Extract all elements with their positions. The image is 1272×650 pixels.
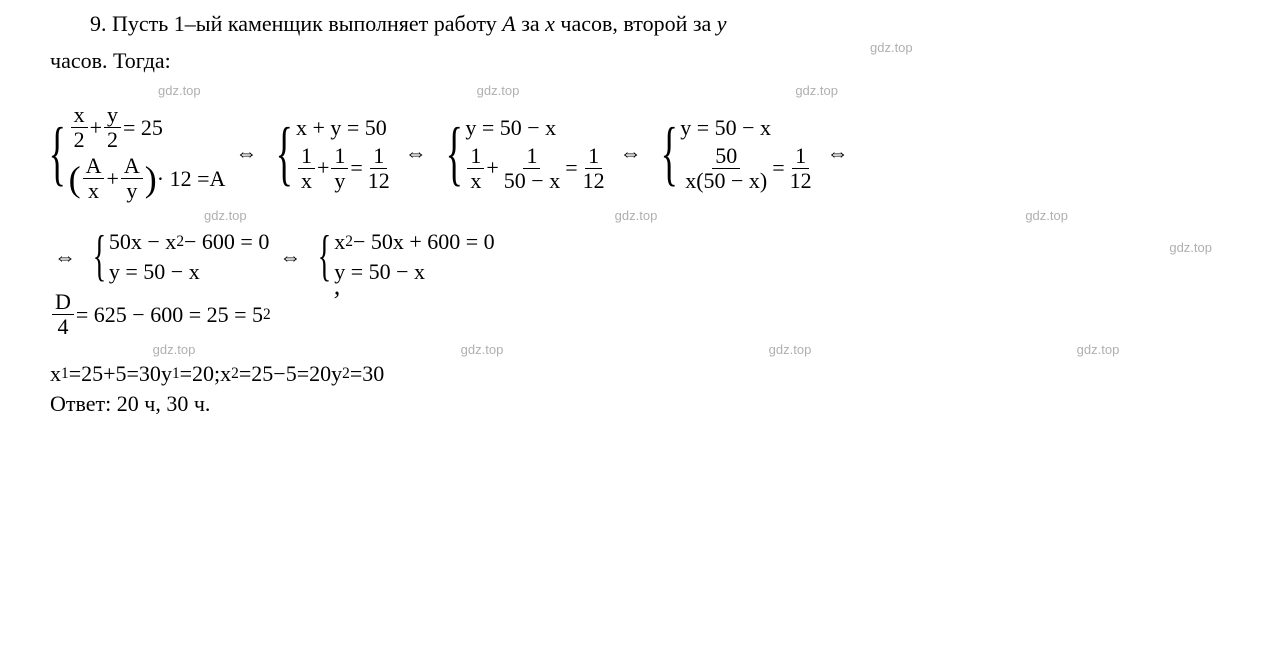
text: Пусть 1–ый каменщик выполняет работу (112, 11, 502, 36)
sys6-eq2: y = 50 − x (334, 259, 494, 285)
problem-statement-line2: часов. Тогда: (20, 47, 1252, 76)
var-y: y (717, 11, 727, 36)
problem-number: 9. (90, 11, 107, 36)
sys4-eq2: 50x(50 − x) = 112 (680, 145, 816, 192)
text: часов, второй за (555, 11, 717, 36)
watermark: gdz.top (1025, 208, 1068, 223)
watermark: gdz.top (795, 83, 838, 98)
sys5-eq2: y = 50 − x (109, 259, 269, 285)
iff-arrow: ⇔ (235, 140, 257, 166)
sys6-eq1: x2 − 50x + 600 = 0 (334, 229, 494, 255)
system-2: { x + y = 50 1x + 1y = 112 (267, 115, 394, 192)
equation-row-2: ⇔ { 50x − x2 − 600 = 0 y = 50 − x ⇔ { x2… (20, 229, 1252, 285)
watermark-row: gdz.top gdz.top gdz.top (20, 208, 1252, 223)
system-6: { x2 − 50x + 600 = 0 y = 50 − x (311, 229, 494, 285)
watermark: gdz.top (461, 342, 504, 357)
answer-line: Ответ: 20 ч, 30 ч. (20, 391, 1252, 417)
brace-icon: { (93, 240, 106, 274)
sys1-eq1: x2 + y2 = 25 (69, 104, 226, 151)
sys2-eq1: x + y = 50 (296, 115, 395, 141)
problem-content: 9. Пусть 1–ый каменщик выполняет работу … (20, 10, 1252, 417)
problem-statement: 9. Пусть 1–ый каменщик выполняет работу … (20, 10, 1252, 39)
system-5: { 50x − x2 − 600 = 0 y = 50 − x (86, 229, 269, 285)
watermark-row: gdz.top gdz.top gdz.top gdz.top (20, 342, 1252, 357)
watermark-row: gdz.top gdz.top gdz.top (20, 83, 1252, 98)
answer-value: 20 ч, 30 ч. (117, 391, 211, 416)
watermark: gdz.top (158, 83, 201, 98)
system-3: { y = 50 − x 1x + 150 − x = 112 (437, 115, 610, 192)
watermark: gdz.top (204, 208, 247, 223)
iff-arrow: ⇔ (827, 140, 849, 166)
brace-icon: { (445, 132, 462, 175)
iff-arrow: ⇔ (620, 140, 642, 166)
sys3-eq2: 1x + 150 − x = 112 (465, 145, 609, 192)
brace-icon: { (660, 132, 677, 175)
sys5-eq1: 50x − x2 − 600 = 0 (109, 229, 269, 255)
watermark: gdz.top (477, 83, 520, 98)
brace-icon: { (276, 132, 293, 175)
watermark: gdz.top (153, 342, 196, 357)
system-4: { y = 50 − x 50x(50 − x) = 112 (652, 115, 817, 192)
discriminant-line: D4 = 625 − 600 = 25 = 52 ʼ (20, 291, 1252, 338)
text: часов. Тогда: (50, 48, 171, 73)
iff-arrow: ⇔ (279, 244, 301, 270)
roots-line: x1=25+5=30 y1=20; x2=25−5=20 y2=30 (20, 361, 1252, 387)
brace-icon: { (49, 132, 66, 175)
answer-label: Ответ: (50, 391, 117, 416)
sys3-eq1: y = 50 − x (465, 115, 609, 141)
equation-row-1: { x2 + y2 = 25 ( Ax + Ay ) · 12 = A (20, 104, 1252, 202)
sys1-eq2: ( Ax + Ay ) · 12 = A (69, 155, 226, 202)
var-x: x (545, 11, 555, 36)
watermark: gdz.top (769, 342, 812, 357)
sys4-eq1: y = 50 − x (680, 115, 816, 141)
iff-arrow: ⇔ (405, 140, 427, 166)
iff-arrow: ⇔ (54, 244, 76, 270)
watermark: gdz.top (615, 208, 658, 223)
watermark: gdz.top (870, 40, 913, 55)
stray-mark: ʼ (331, 286, 340, 316)
watermark: gdz.top (1169, 240, 1212, 255)
system-1: { x2 + y2 = 25 ( Ax + Ay ) · 12 = A (40, 104, 225, 202)
brace-icon: { (318, 240, 331, 274)
var-A: A (502, 11, 515, 36)
text: за (516, 11, 545, 36)
watermark: gdz.top (1077, 342, 1120, 357)
sys2-eq2: 1x + 1y = 112 (296, 145, 395, 192)
